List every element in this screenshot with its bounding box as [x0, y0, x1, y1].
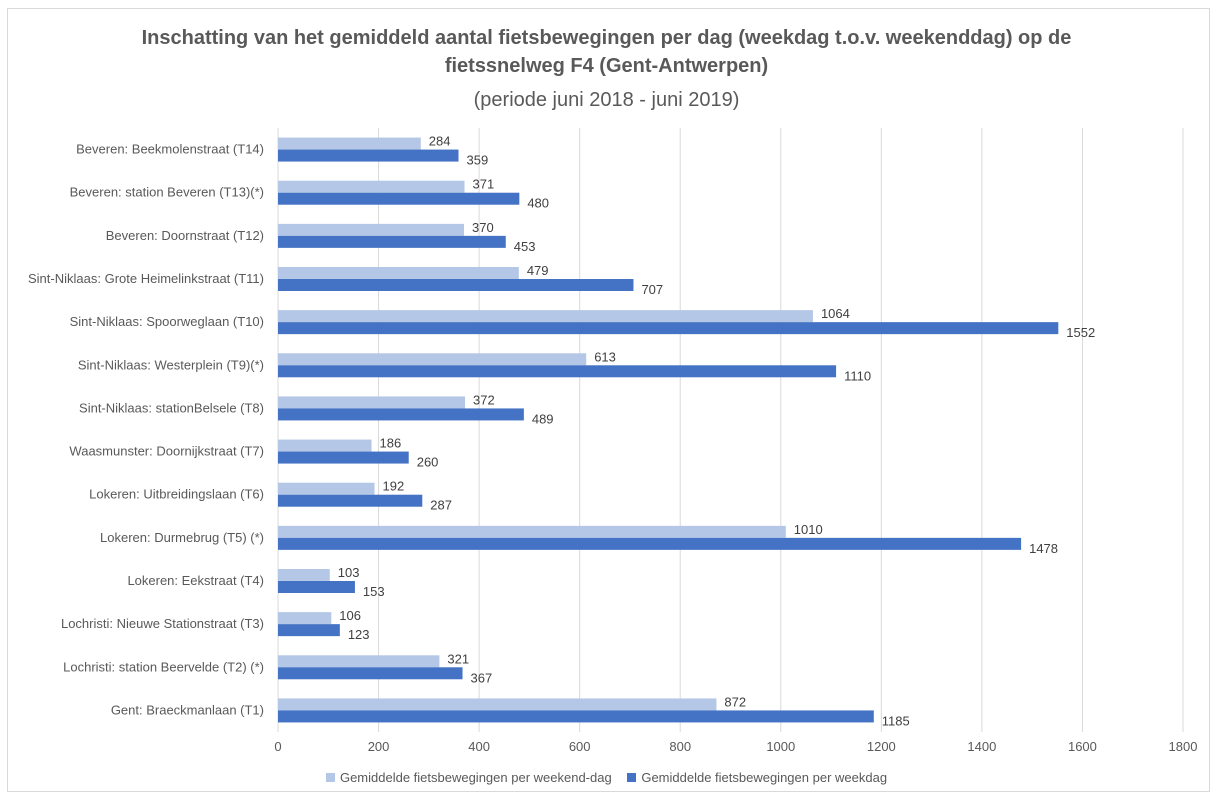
legend-swatch-weekend	[325, 773, 335, 782]
bar-weekday	[278, 710, 874, 723]
data-label-weekday: 1552	[1066, 325, 1095, 340]
bar-weekday	[278, 494, 423, 507]
data-label-weekend: 371	[473, 177, 495, 192]
bar-weekday	[278, 451, 409, 464]
data-label-weekday: 453	[514, 239, 536, 254]
data-label-weekday: 287	[430, 498, 452, 513]
data-label-weekday: 367	[471, 670, 493, 685]
data-label-weekday: 1478	[1029, 541, 1058, 556]
category-label: Lochristi: station Beervelde (T2) (*)	[63, 659, 264, 674]
data-label-weekend: 372	[473, 392, 495, 407]
data-label-weekend: 872	[724, 694, 746, 709]
data-label-weekday: 707	[641, 282, 663, 297]
category-label: Lokeren: Eekstraat (T4)	[127, 573, 264, 588]
chart-subtitle: (periode juni 2018 - juni 2019)	[473, 89, 740, 111]
x-tick-label: 1600	[1068, 739, 1097, 754]
category-label: Gent: Braeckmanlaan (T1)	[111, 702, 264, 717]
bar-weekday	[278, 408, 524, 421]
bar-weekday	[278, 537, 1022, 550]
bar-weekday	[278, 235, 506, 248]
legend-swatch-weekday	[627, 773, 637, 782]
bar-weekend	[278, 698, 717, 711]
chart-title-line-1: Inschatting van het gemiddeld aantal fie…	[141, 27, 1072, 49]
category-label: Waasmunster: Doornijkstraat (T7)	[69, 444, 264, 459]
bar-weekday	[278, 192, 520, 205]
data-label-weekend: 284	[429, 134, 451, 149]
x-tick-label: 1400	[967, 739, 996, 754]
chart-frame	[7, 8, 1210, 792]
data-label-weekend: 1010	[794, 522, 823, 537]
bar-weekday	[278, 149, 459, 162]
bar-weekend	[278, 569, 330, 581]
x-tick-label: 400	[468, 739, 490, 754]
data-label-weekend: 106	[339, 608, 361, 623]
x-tick-label: 0	[274, 739, 281, 754]
data-label-weekday: 1110	[844, 368, 871, 383]
data-label-weekday: 1185	[882, 713, 910, 728]
category-label: Sint-Niklaas: stationBelsele (T8)	[79, 400, 264, 415]
category-label: Sint-Niklaas: Grote Heimelinkstraat (T11…	[28, 271, 264, 286]
bar-weekend	[278, 353, 587, 366]
x-tick-label: 1000	[766, 739, 795, 754]
chart-title-line-2: fietssnelweg F4 (Gent-Antwerpen)	[444, 55, 769, 77]
data-label-weekend: 321	[447, 651, 469, 666]
bar-weekend	[278, 180, 465, 193]
x-tick-label: 600	[569, 739, 591, 754]
bar-weekend	[278, 655, 440, 668]
category-label: Beveren: Beekmolenstraat (T14)	[76, 142, 264, 157]
x-tick-label: 1200	[867, 739, 896, 754]
data-label-weekday: 359	[466, 153, 488, 168]
data-label-weekday: 153	[363, 584, 385, 599]
legend-item-weekend: Gemiddelde fietsbewegingen per weekend-d…	[325, 770, 612, 785]
category-label: Sint-Niklaas: Westerplein (T9)(*)	[78, 357, 264, 372]
data-label-weekend: 192	[383, 479, 405, 494]
bar-weekend	[278, 137, 421, 150]
legend-label-weekend: Gemiddelde fietsbewegingen per weekend-d…	[339, 770, 612, 785]
bar-weekend	[278, 612, 332, 625]
x-tick-label: 800	[669, 739, 691, 754]
bar-weekend	[278, 396, 466, 409]
category-label: Beveren: station Beveren (T13)(*)	[70, 185, 264, 200]
bar-weekday	[278, 322, 1059, 335]
legend: Gemiddelde fietsbewegingen per weekend-d…	[0, 770, 1213, 785]
bar-weekend	[278, 525, 786, 538]
bar-weekday	[278, 581, 355, 593]
bar-weekday	[278, 279, 634, 291]
data-label-weekend: 479	[527, 263, 549, 278]
category-label: Lokeren: Uitbreidingslaan (T6)	[89, 487, 264, 502]
x-tick-label: 200	[368, 739, 390, 754]
legend-item-weekday: Gemiddelde fietsbewegingen per weekdag	[627, 770, 887, 785]
chart-title: Inschatting van het gemiddeld aantal fie…	[0, 24, 1213, 80]
data-label-weekend: 186	[380, 436, 402, 451]
legend-label-weekday: Gemiddelde fietsbewegingen per weekdag	[641, 770, 888, 785]
data-label-weekend: 103	[338, 565, 360, 580]
bar-weekday	[278, 365, 837, 378]
x-tick-label: 1800	[1169, 739, 1198, 754]
data-label-weekday: 123	[348, 627, 370, 642]
data-label-weekday: 489	[532, 411, 554, 426]
data-label-weekend: 1064	[821, 306, 850, 321]
bar-weekend	[278, 267, 519, 279]
bar-weekend	[278, 223, 465, 236]
category-label: Beveren: Doornstraat (T12)	[106, 228, 264, 243]
bar-weekday	[278, 667, 463, 680]
category-label: Lochristi: Nieuwe Stationstraat (T3)	[61, 616, 264, 631]
category-label: Lokeren: Durmebrug (T5) (*)	[100, 530, 264, 545]
data-label-weekday: 260	[417, 455, 439, 470]
data-label-weekend: 370	[472, 220, 494, 235]
data-label-weekday: 480	[527, 196, 549, 211]
category-label: Sint-Niklaas: Spoorweglaan (T10)	[70, 314, 264, 329]
bar-weekend	[278, 310, 813, 323]
bar-weekend	[278, 482, 375, 495]
bar-weekday	[278, 624, 340, 637]
bar-weekend	[278, 439, 372, 452]
data-label-weekend: 613	[594, 349, 616, 364]
